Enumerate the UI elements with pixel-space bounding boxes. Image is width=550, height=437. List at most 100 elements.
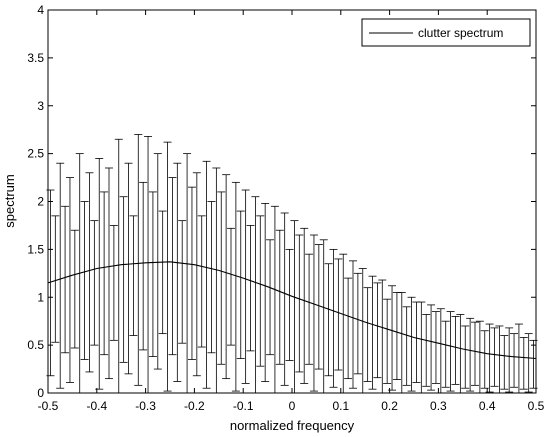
error-bar <box>461 325 470 389</box>
error-bar <box>222 174 231 380</box>
error-bar <box>446 311 455 392</box>
legend-entry-clutter-spectrum: clutter spectrum <box>418 26 503 40</box>
plot-area <box>48 10 536 393</box>
error-bar <box>402 306 411 386</box>
error-bar <box>427 304 436 391</box>
error-bar <box>280 212 289 386</box>
y-tick-label: 0.5 <box>27 338 44 352</box>
error-bar <box>451 315 460 385</box>
error-bar <box>168 177 177 356</box>
series-layer <box>47 261 537 360</box>
error-bar <box>241 189 250 384</box>
error-bar <box>124 162 133 375</box>
error-bar <box>524 333 533 393</box>
error-bar <box>519 337 528 390</box>
error-bar <box>153 153 162 370</box>
x-tick-label: 0.1 <box>332 399 349 413</box>
error-bar <box>305 253 314 365</box>
error-bar <box>383 298 392 384</box>
error-bar <box>422 314 431 387</box>
error-bar <box>202 160 211 389</box>
error-bar <box>85 172 94 373</box>
error-bar <box>217 191 226 365</box>
error-bar <box>329 248 338 388</box>
error-bar <box>349 260 357 389</box>
error-bar <box>187 186 196 360</box>
x-tick-label: -0.1 <box>233 399 254 413</box>
error-bar <box>441 320 450 388</box>
error-bar <box>105 167 113 380</box>
error-bar <box>256 215 265 367</box>
error-bar <box>368 275 377 390</box>
error-bar <box>178 220 187 344</box>
error-bar <box>207 201 216 354</box>
error-bar <box>431 311 440 384</box>
error-bar <box>246 225 255 352</box>
error-bar <box>148 191 157 358</box>
error-bar <box>197 215 206 348</box>
legend: clutter spectrum <box>361 18 531 47</box>
error-bar <box>80 201 89 360</box>
error-bar <box>295 234 304 373</box>
error-bar <box>90 220 99 346</box>
error-bar <box>261 203 270 382</box>
x-tick-label: -0.4 <box>86 399 107 413</box>
error-bar <box>300 227 309 384</box>
x-tick-label: -0.2 <box>184 399 205 413</box>
y-tick-label: 2.5 <box>27 147 44 161</box>
error-bar <box>324 263 333 377</box>
error-bar <box>192 172 201 377</box>
error-bar <box>109 225 118 341</box>
error-bar <box>344 277 353 380</box>
error-bar <box>70 229 79 349</box>
x-tick-label: 0 <box>289 399 296 413</box>
error-bar <box>100 191 109 356</box>
error-bar <box>231 181 240 392</box>
y-tick-label: 0 <box>37 386 44 400</box>
error-bar <box>314 244 323 370</box>
error-bar <box>275 229 284 365</box>
error-bar <box>353 272 362 375</box>
x-tick-label: -0.5 <box>38 399 59 413</box>
y-axis-label: spectrum <box>2 174 17 227</box>
error-bar <box>56 162 65 389</box>
y-tick-label: 3 <box>37 99 44 113</box>
error-bar <box>505 327 514 393</box>
error-bar <box>285 248 294 361</box>
error-bar <box>466 317 475 392</box>
error-bar <box>65 177 74 383</box>
error-bar <box>139 181 148 351</box>
error-bar <box>119 196 128 363</box>
x-tick-label: 0.2 <box>381 399 398 413</box>
error-bar <box>61 205 70 354</box>
error-bar <box>334 258 343 371</box>
error-bar <box>51 215 60 343</box>
x-axis-label: normalized frequency <box>230 418 355 433</box>
error-bar <box>163 141 172 392</box>
error-bar-layer <box>46 134 538 394</box>
x-tick-label: 0.4 <box>479 399 496 413</box>
y-tick-label: 4 <box>37 3 44 17</box>
error-bar <box>158 210 167 335</box>
error-bar <box>236 210 245 359</box>
error-bar <box>227 227 235 346</box>
error-bar <box>500 335 509 390</box>
y-tick-label: 1 <box>37 290 44 304</box>
error-bar <box>173 162 182 382</box>
error-bar <box>373 282 382 379</box>
error-bar <box>129 215 138 336</box>
y-tick-label: 3.5 <box>27 51 44 65</box>
error-bar <box>510 333 519 388</box>
series-line-clutter-spectrum <box>47 261 537 360</box>
x-tick-label: 0.5 <box>528 399 545 413</box>
error-bar <box>490 327 499 387</box>
error-bar <box>471 321 479 386</box>
y-tick-label: 2 <box>37 195 44 209</box>
error-bar <box>266 239 275 356</box>
error-bar <box>134 134 143 386</box>
error-bar <box>407 296 416 392</box>
x-tick-label: 0.3 <box>430 399 447 413</box>
x-tick-label: -0.3 <box>135 399 156 413</box>
error-bar <box>309 234 318 392</box>
